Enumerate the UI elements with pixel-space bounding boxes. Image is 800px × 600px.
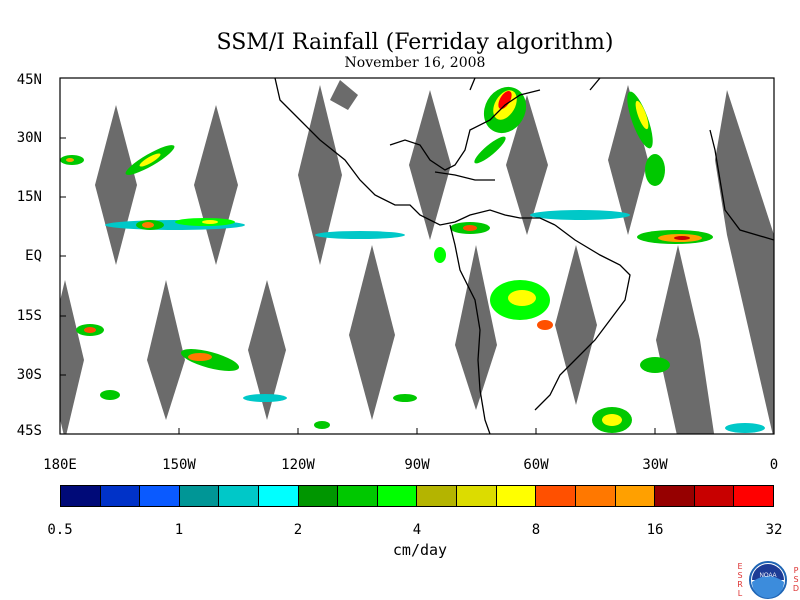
colorbar-segment: [536, 486, 576, 506]
lat-label-15n: 15N: [16, 189, 42, 205]
colorbar-segment: [338, 486, 378, 506]
colorbar-label-32: 32: [765, 522, 783, 538]
colorbar-segment: [615, 486, 656, 506]
page-title: SSM/I Rainfall (Ferriday algorithm): [216, 30, 614, 55]
noaa-logo-icon: NOAA: [749, 561, 787, 599]
colorbar-segment: [496, 486, 537, 506]
colorbar-segment: [140, 486, 180, 506]
colorbar-segment: [575, 486, 616, 506]
lon-label-30w: 30W: [642, 457, 668, 473]
colorbar-label-2: 2: [293, 522, 303, 538]
colorbar-segment: [179, 486, 220, 506]
lon-label-60w: 60W: [523, 457, 549, 473]
colorbar-label-16: 16: [646, 522, 664, 538]
lon-label-120w: 120W: [281, 457, 315, 473]
colorbar-label-8: 8: [531, 522, 541, 538]
rain-patches: [60, 86, 765, 433]
lon-label-0: 0: [769, 457, 779, 473]
page-subtitle: November 16, 2008: [344, 55, 486, 71]
map-tick-marks: [60, 137, 656, 434]
lat-label-30n: 30N: [16, 130, 42, 146]
colorbar-segment: [219, 486, 260, 506]
colorbar-label-0-5: 0.5: [47, 522, 73, 538]
lon-label-150w: 150W: [162, 457, 196, 473]
colorbar-unit: cm/day: [392, 541, 448, 559]
colorbar-segment: [377, 486, 418, 506]
colorbar-segment: [100, 486, 141, 506]
colorbar-label-1: 1: [174, 522, 184, 538]
colorbar-segment: [734, 486, 773, 506]
colorbar-segment: [298, 486, 339, 506]
colorbar-segment: [694, 486, 735, 506]
coastlines: [274, 78, 774, 434]
colorbar-segment: [61, 486, 101, 506]
lat-label-eq: EQ: [25, 248, 42, 264]
lon-label-90w: 90W: [404, 457, 430, 473]
colorbar-segment: [457, 486, 497, 506]
lat-label-30s: 30S: [16, 367, 42, 383]
lat-label-45n: 45N: [16, 72, 42, 88]
colorbar-label-4: 4: [412, 522, 422, 538]
no-data-swaths: [60, 80, 774, 434]
lon-label-180e: 180E: [43, 457, 77, 473]
colorbar-segment: [655, 486, 695, 506]
colorbar: [60, 485, 774, 507]
logo-center-text: NOAA: [759, 573, 776, 579]
colorbar-segment: [259, 486, 299, 506]
lat-label-15s: 15S: [16, 308, 42, 324]
lat-label-45s: 45S: [16, 423, 42, 439]
rainfall-map: [59, 77, 775, 435]
colorbar-segment: [417, 486, 458, 506]
